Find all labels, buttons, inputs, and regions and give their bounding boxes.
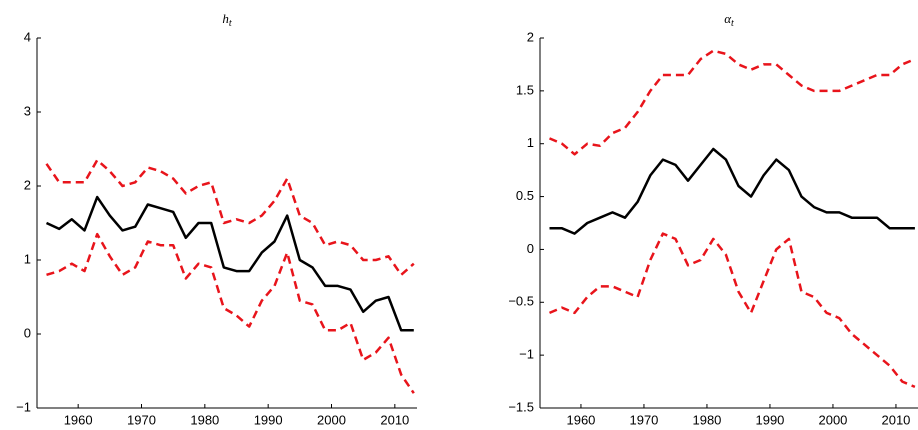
x-tick-label: 1980	[692, 412, 721, 427]
y-tick-label: 0	[24, 325, 31, 340]
series-line	[549, 49, 916, 156]
x-tick-label: 2010	[881, 412, 910, 427]
x-tick-label: 2000	[818, 412, 847, 427]
series-line	[46, 232, 415, 394]
y-tick-label: 3	[24, 103, 31, 118]
series-line	[45, 158, 415, 277]
title-main: α	[724, 11, 732, 26]
x-tick-label: 1990	[755, 412, 784, 427]
x-tick-label: 1970	[629, 412, 658, 427]
y-tick-label: 0.5	[516, 188, 534, 203]
title-subscript: t	[229, 18, 232, 29]
chart-title: αt	[724, 11, 734, 29]
chart: ht −1 0 1 2 3 4 1960 1970 1980 1990 2000 2010	[16, 11, 417, 427]
y-tick-label: 4	[24, 29, 31, 44]
x-tick-label: 1970	[127, 412, 156, 427]
y-tick-label: −1	[519, 347, 534, 362]
x-tick-label: 1980	[190, 412, 219, 427]
series-line	[549, 147, 915, 235]
chart-title: ht	[222, 11, 232, 29]
y-tick-label: −1	[16, 399, 31, 414]
y-tick-label: −1.5	[508, 399, 534, 414]
series-line	[45, 195, 414, 332]
y-tick-label: 2	[527, 29, 534, 44]
series-line	[549, 232, 916, 389]
title-main: h	[222, 11, 229, 26]
y-tick-label: 1	[527, 135, 534, 150]
y-tick-label: 0	[527, 241, 534, 256]
x-tick-label: 1960	[64, 412, 93, 427]
y-tick-label: 2	[24, 177, 31, 192]
x-tick-label: 2000	[317, 412, 346, 427]
x-tick-label: 1960	[566, 412, 595, 427]
y-tick-label: 1.5	[516, 82, 534, 97]
x-tick-label: 2010	[380, 412, 409, 427]
title-subscript: t	[731, 18, 734, 29]
x-tick-label: 1990	[254, 412, 283, 427]
y-tick-label: −0.5	[508, 294, 534, 309]
y-tick-label: 1	[24, 251, 31, 266]
chart: αt −1.5 −1 −0.5 0 0.5 1 1.5 2 1960 1970 1980 1990 200…	[508, 11, 918, 427]
